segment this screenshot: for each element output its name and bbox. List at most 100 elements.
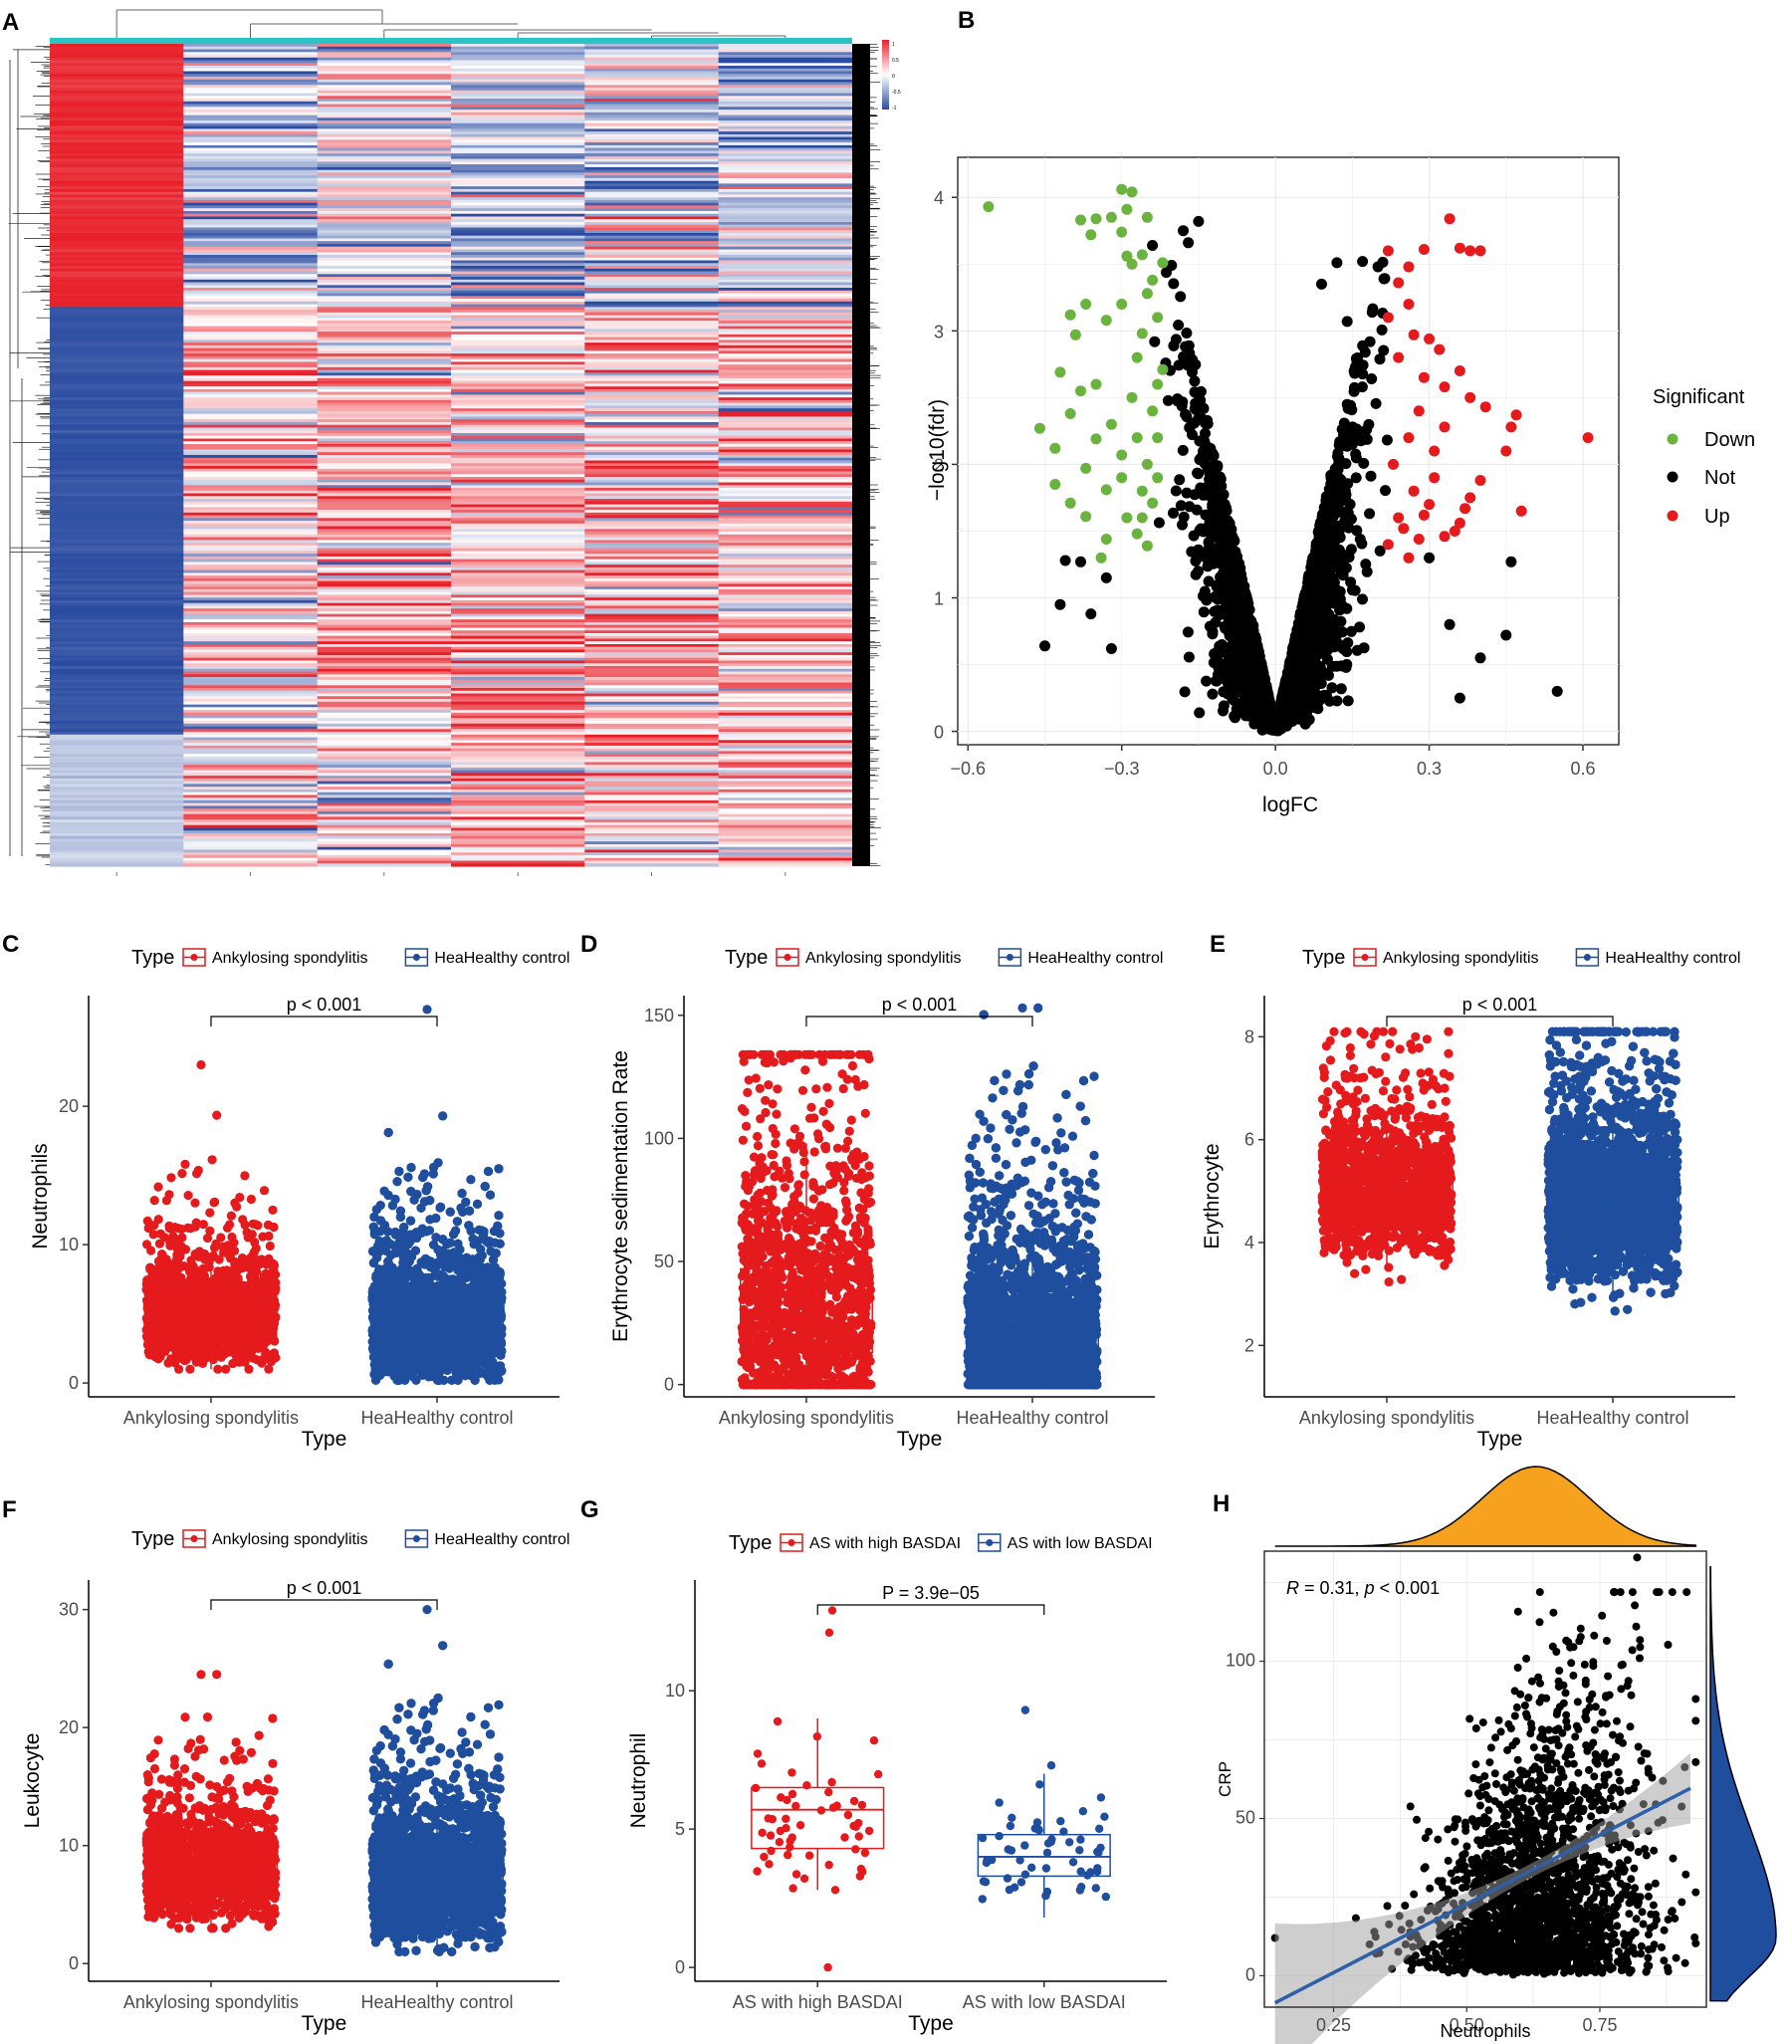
heatmap-cell [451, 808, 585, 812]
heatmap-cell [584, 591, 720, 596]
heatmap-cell [317, 44, 452, 48]
volcano-point-not [1039, 640, 1050, 652]
heatmap-cell [183, 641, 319, 645]
heatmap-cell [451, 230, 585, 234]
heatmap-cell [317, 329, 452, 333]
heatmap-cell [584, 101, 720, 106]
heatmap-cell [50, 554, 184, 558]
heatmap-cell [317, 554, 452, 558]
volcano-point-not [1147, 240, 1159, 251]
heatmap-cell [451, 597, 585, 601]
heatmap-cell [183, 211, 319, 215]
heatmap-cell [584, 222, 720, 226]
heatmap-cell [451, 849, 585, 853]
heatmap-cell [317, 197, 452, 201]
heatmap-cell [50, 99, 184, 103]
heatmap-cell [183, 172, 319, 176]
heatmap-cell [451, 419, 585, 423]
heatmap-cell [451, 144, 585, 149]
heatmap-cell [584, 468, 720, 473]
heatmap-cell [317, 743, 452, 747]
heatmap-cell [317, 150, 452, 154]
heatmap-cell [718, 161, 853, 165]
heatmap-cell [317, 754, 452, 758]
heatmap-cell [451, 551, 585, 555]
heatmap-cell [584, 208, 720, 212]
heatmap-cell [183, 419, 319, 423]
volcano-point-not [1273, 705, 1285, 717]
heatmap-cell [317, 657, 452, 662]
heatmap-cell [50, 169, 184, 174]
volcano-point-not [1303, 575, 1314, 587]
heatmap-cell [50, 323, 184, 328]
heatmap-cell [317, 288, 452, 292]
heatmap-cell [451, 537, 585, 541]
heatmap-cell [584, 266, 720, 270]
heatmap-cell [317, 466, 452, 470]
heatmap-cell [584, 249, 720, 253]
heatmap-cell [584, 277, 720, 281]
heatmap-cell [584, 551, 720, 555]
heatmap-cell [183, 399, 319, 404]
heatmap-cell [584, 685, 720, 689]
heatmap-cell [718, 797, 853, 801]
volcano-point-down [1116, 183, 1128, 195]
heatmap-cell [718, 375, 853, 379]
heatmap-cell [50, 366, 184, 371]
heatmap-cell [451, 136, 585, 140]
heatmap-cell [50, 340, 184, 343]
heatmap-cell [451, 586, 585, 590]
heatmap-cell [451, 377, 585, 382]
heatmap-cell [50, 770, 184, 774]
heatmap-cell [50, 419, 184, 423]
volcano-point-not [1372, 261, 1384, 273]
heatmap-cell [718, 350, 853, 354]
heatmap-cell [183, 344, 319, 349]
heatmap-cell [451, 682, 585, 686]
heatmap-cell [183, 830, 319, 834]
heatmap-cell [50, 460, 184, 464]
heatmap-cell [718, 342, 853, 346]
heatmap-cell [317, 756, 452, 761]
heatmap-cell [584, 701, 720, 706]
volcano-point-not [1314, 660, 1326, 672]
heatmap-cell [317, 158, 452, 162]
heatmap-cell [50, 405, 184, 409]
heatmap-cell [317, 358, 452, 362]
heatmap-cell [183, 386, 319, 390]
heatmap-cell [451, 855, 585, 859]
heatmap-cell [718, 846, 853, 851]
heatmap-cell [50, 745, 184, 750]
heatmap-cell [317, 646, 452, 651]
heatmap-cell [718, 444, 853, 448]
heatmap-cell [50, 841, 184, 845]
heatmap-cell [50, 748, 184, 752]
heatmap-cell [183, 282, 319, 286]
heatmap-cell [718, 424, 853, 429]
volcano-point-down [1141, 540, 1153, 552]
heatmap-cell [317, 296, 452, 300]
heatmap-cell [451, 701, 585, 706]
heatmap-cell [451, 369, 585, 373]
heatmap-cell [451, 266, 585, 270]
heatmap-cell [584, 835, 720, 840]
heatmap-cell [183, 690, 319, 695]
heatmap-cell [50, 277, 184, 281]
heatmap-cell [317, 863, 452, 867]
heatmap-cell [451, 449, 585, 453]
heatmap-cell [584, 833, 720, 837]
heatmap-cell [584, 565, 720, 568]
volcano-point-down [1141, 458, 1153, 470]
heatmap-cell [317, 142, 452, 146]
heatmap-cell [50, 60, 184, 64]
heatmap-cell [584, 718, 720, 722]
volcano-point-up [1439, 531, 1451, 543]
heatmap-cell [718, 104, 853, 108]
heatmap-cell [183, 68, 319, 73]
heatmap-cell [183, 326, 319, 330]
heatmap-cell [584, 82, 720, 86]
heatmap-cell [584, 191, 720, 196]
heatmap-cell [451, 479, 585, 484]
heatmap-cell [451, 740, 585, 744]
heatmap-cell [50, 90, 184, 95]
